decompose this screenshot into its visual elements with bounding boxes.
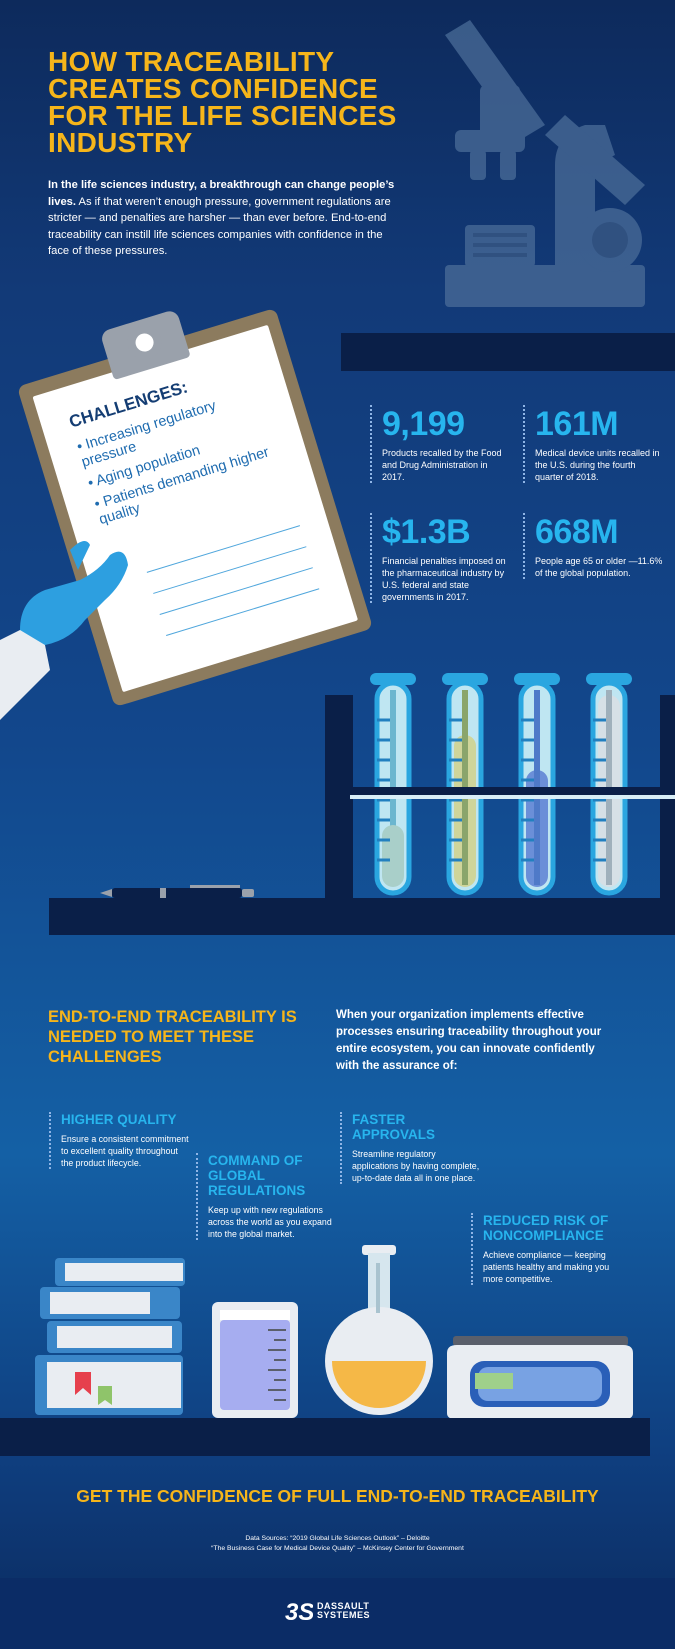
microscope-icon: [445, 20, 645, 307]
pen-icon: [100, 885, 254, 898]
hand-icon: [0, 541, 128, 720]
stat-card: $1.3B Financial penalties imposed on the…: [370, 513, 512, 603]
benefit-title: HIGHER QUALITY: [61, 1112, 177, 1127]
section-title: END-TO-END TRACEABILITY IS NEEDED TO MEE…: [48, 1008, 297, 1066]
benefit-card: FASTER APPROVALS Streamline regulatory a…: [340, 1112, 482, 1184]
stat-desc: Medical device units recalled in the U.S…: [535, 448, 660, 482]
dassault-logo: 3S DASSAULT SYSTEMES: [285, 1595, 370, 1627]
stat-card: 161M Medical device units recalled in th…: [523, 405, 665, 483]
stat-value: 161M: [535, 405, 619, 443]
svg-text:3S: 3S: [285, 1599, 313, 1626]
scale-icon: [447, 1336, 633, 1419]
stat-desc: Financial penalties imposed on the pharm…: [382, 556, 506, 602]
beaker-icon: [212, 1302, 298, 1418]
stat-card: 668M People age 65 or older —11.6% of th…: [523, 513, 665, 579]
benefit-desc: Ensure a consistent commitment to excell…: [61, 1134, 189, 1168]
middle-shelf: [49, 898, 675, 935]
flask-icon: [325, 1245, 433, 1415]
books-icon: [35, 1258, 185, 1415]
stat-value: 9,199: [382, 405, 465, 443]
source-line: Data Sources: “2019 Global Life Sciences…: [245, 1535, 430, 1542]
benefit-card: REDUCED RISK OF NONCOMPLIANCE Achieve co…: [471, 1213, 623, 1285]
logo-text: DASSAULT SYSTEMES: [317, 1601, 371, 1620]
intro-text: In the life sciences industry, a breakth…: [48, 177, 403, 260]
benefit-title: FASTER APPROVALS: [352, 1112, 436, 1142]
benefit-desc: Keep up with new regulations across the …: [208, 1205, 332, 1239]
benefit-card: COMMAND OF GLOBAL REGULATIONS Keep up wi…: [196, 1153, 338, 1240]
intro-rest: As if that weren’t enough pressure, gove…: [48, 195, 391, 258]
stat-card: 9,199 Products recalled by the Food and …: [370, 405, 512, 483]
benefit-title: REDUCED RISK OF NONCOMPLIANCE: [483, 1213, 609, 1243]
test-tubes-icon: [325, 673, 675, 905]
stat-desc: People age 65 or older —11.6% of the glo…: [535, 556, 663, 578]
stat-value: $1.3B: [382, 513, 471, 551]
intro-bold: In the life sciences industry, a breakth…: [48, 179, 395, 208]
logo-icon: 3S: [285, 1599, 313, 1626]
section-intro: When your organization implements effect…: [336, 1009, 602, 1072]
bottom-shelf: [0, 1418, 650, 1456]
benefit-desc: Achieve compliance — keeping patients he…: [483, 1250, 610, 1284]
benefit-card: HIGHER QUALITY Ensure a consistent commi…: [49, 1112, 191, 1169]
data-sources: Data Sources: “2019 Global Life Sciences…: [0, 1534, 675, 1554]
top-shelf: [341, 333, 675, 371]
benefit-title: COMMAND OF GLOBAL REGULATIONS: [208, 1153, 306, 1198]
stat-desc: Products recalled by the Food and Drug A…: [382, 448, 502, 482]
source-line: “The Business Case for Medical Device Qu…: [211, 1545, 464, 1552]
stat-value: 668M: [535, 513, 619, 551]
call-to-action: GET THE CONFIDENCE OF FULL END-TO-END TR…: [76, 1486, 599, 1506]
benefit-desc: Streamline regulatory applications by ha…: [352, 1149, 480, 1183]
page-title: HOW TRACEABILITY CREATES CONFIDENCE FOR …: [48, 46, 397, 158]
footer: [0, 1578, 675, 1649]
